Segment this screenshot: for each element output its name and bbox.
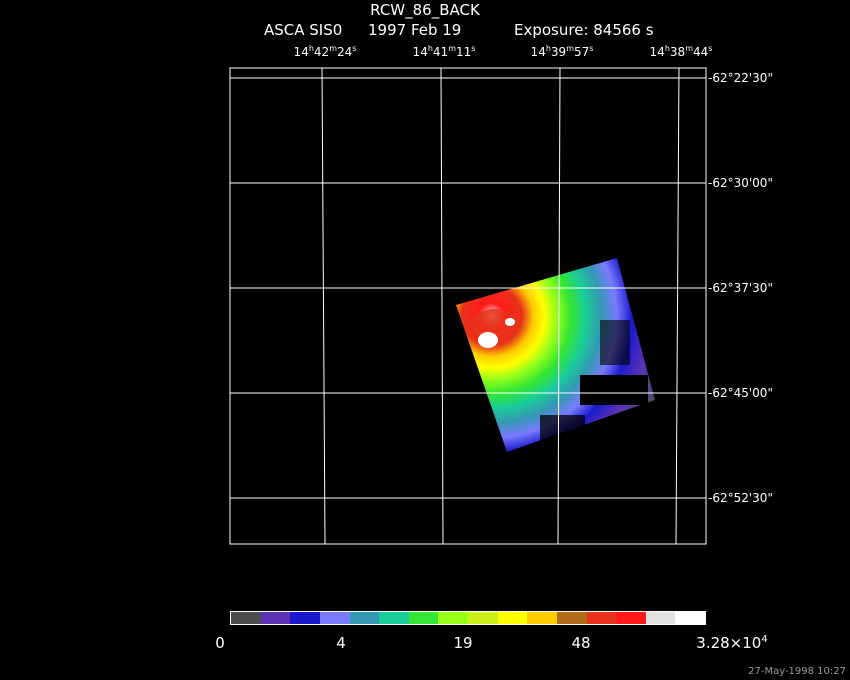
colorbar-swatch [586,612,617,624]
dec-tick-label: -62°22'30" [708,71,773,85]
instrument-label: ASCA SIS0 [264,21,343,39]
colorbar-swatch [379,612,409,624]
dec-tick-label: -62°37'30" [708,281,773,295]
colorbar-swatch [260,612,291,624]
colorbar-label: 19 [453,634,473,652]
colorbar-swatch [468,612,498,624]
coordinate-grid [229,67,707,545]
colorbar-swatch [349,612,380,624]
colorbar-label: 4 [336,634,346,652]
exposure-label: Exposure: 84566 s [514,21,654,39]
dec-tick-label: -62°52'30" [708,491,773,505]
target-title: RCW_86_BACK [370,1,480,19]
colorbar-max-label: 3.28×104 [696,634,768,652]
color-scale-bar [230,611,706,625]
colorbar-swatch [556,612,587,624]
ra-tick-label: 14h39m57s [530,44,594,59]
colorbar-swatch [290,612,320,624]
observation-date: 1997 Feb 19 [368,21,462,39]
dec-tick-label: -62°45'00" [708,386,773,400]
ra-tick-label: 14h38m44s [649,44,713,59]
timestamp: 27-May-1998 10:27 [748,666,846,677]
colorbar-swatch [527,612,557,624]
colorbar-swatch [231,612,261,624]
sparse-background-pixels [540,320,648,440]
bright-core [471,309,519,341]
colorbar-swatch [438,612,468,624]
dec-tick-label: -62°30'00" [708,176,773,190]
colorbar-label: 0 [215,634,225,652]
ra-tick-label: 14h42m24s [293,44,357,59]
colorbar-swatch [675,612,705,624]
colorbar-swatch [319,612,350,624]
ra-tick-label: 14h41m11s [412,44,476,59]
colorbar-swatch [645,612,676,624]
colorbar-swatch [408,612,439,624]
colorbar-swatch [616,612,646,624]
colorbar-label: 48 [571,634,591,652]
colorbar-swatch [497,612,528,624]
